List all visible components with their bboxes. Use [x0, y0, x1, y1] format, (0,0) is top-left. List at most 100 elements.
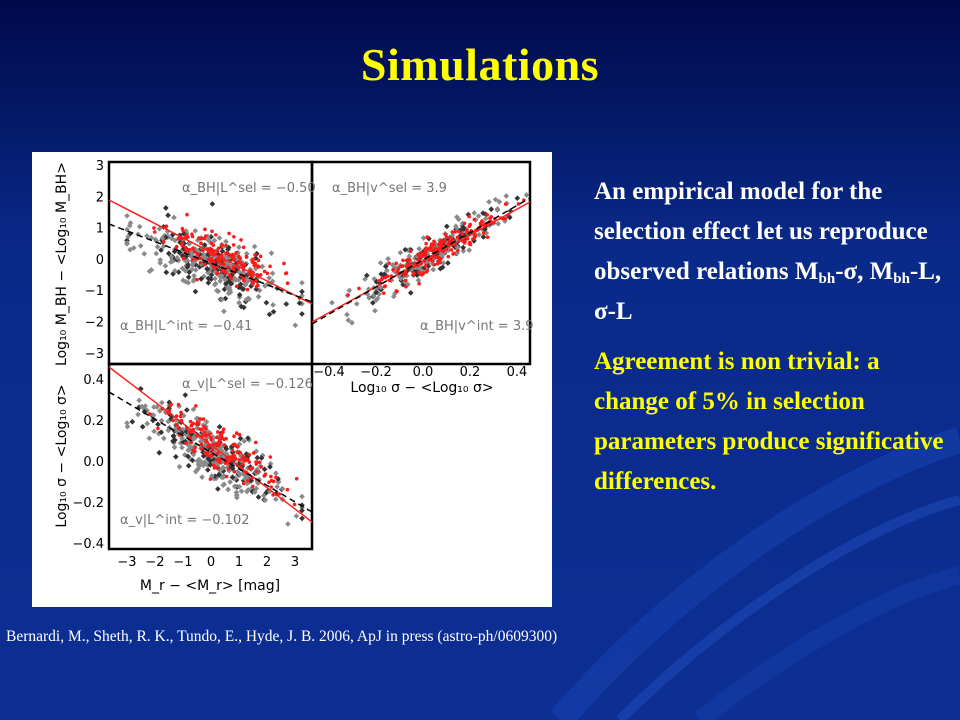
intrinsic-point — [236, 299, 242, 306]
selected-point — [257, 265, 261, 269]
selected-point — [253, 440, 258, 445]
intrinsic-point — [189, 457, 196, 464]
selected-point — [438, 256, 443, 261]
selected-point — [346, 293, 350, 297]
selected-point — [220, 243, 224, 247]
selected-point — [206, 444, 210, 449]
intrinsic-point — [402, 246, 409, 253]
selected-point — [221, 430, 225, 434]
selected-point — [232, 434, 236, 439]
intrinsic-point — [283, 301, 290, 307]
intrinsic-point — [139, 403, 145, 410]
selected-point — [232, 265, 236, 269]
selected-point — [257, 460, 262, 465]
selected-point — [198, 427, 202, 431]
intrinsic-point — [270, 308, 277, 315]
selected-point — [432, 263, 437, 267]
selected-point — [198, 417, 202, 421]
intrinsic-point — [377, 260, 384, 266]
selected-point — [395, 289, 399, 294]
selected-point — [217, 258, 222, 263]
intrinsic-point — [192, 228, 199, 234]
intrinsic-point — [275, 479, 282, 486]
selected-point — [254, 469, 259, 474]
selected-point — [230, 455, 235, 460]
selected-point — [405, 258, 410, 262]
intrinsic-point — [220, 464, 226, 471]
selected-point — [381, 291, 386, 295]
intrinsic-point — [236, 292, 243, 298]
intrinsic-point — [215, 288, 222, 295]
selected-point — [430, 259, 434, 263]
intrinsic-point — [299, 493, 305, 500]
selected-point — [238, 256, 242, 260]
selected-point — [481, 231, 486, 235]
intrinsic-point — [165, 212, 171, 219]
intrinsic-point — [243, 296, 250, 303]
para1-intro: An empirical model for the selection eff… — [594, 178, 928, 285]
intrinsic-point — [236, 244, 242, 251]
intrinsic-point — [270, 302, 276, 308]
intrinsic-point — [158, 417, 165, 424]
selected-point — [221, 427, 226, 431]
selected-point — [258, 273, 263, 277]
intrinsic-point — [208, 272, 215, 278]
intrinsic-point — [163, 205, 169, 211]
selected-point — [223, 461, 228, 466]
selected-point — [231, 243, 236, 247]
selected-point — [199, 236, 204, 241]
intrinsic-point — [183, 407, 190, 413]
tick-mag-x: 1 — [235, 555, 243, 570]
intrinsic-point — [212, 275, 218, 282]
intrinsic-point — [274, 483, 280, 490]
selected-point — [402, 273, 407, 278]
selected-point — [222, 262, 226, 267]
intrinsic-point — [523, 192, 530, 198]
intrinsic-point — [260, 492, 267, 499]
intrinsic-point — [209, 201, 216, 207]
selected-point — [250, 260, 255, 264]
panel1-intrinsic-fit — [108, 223, 313, 303]
intrinsic-point — [299, 507, 305, 514]
selected-point — [176, 426, 181, 431]
tick-mag-x: 3 — [291, 555, 299, 570]
intrinsic-point — [198, 276, 205, 282]
selected-point — [212, 463, 216, 468]
selected-point — [232, 234, 236, 239]
selected-point — [198, 256, 203, 261]
selected-point — [516, 202, 521, 206]
intrinsic-point — [243, 250, 250, 257]
selected-point — [195, 277, 199, 282]
intrinsic-point — [185, 453, 191, 460]
intrinsic-point — [299, 515, 305, 522]
selected-point — [169, 402, 173, 407]
selected-point — [237, 432, 242, 437]
selected-point — [184, 441, 188, 446]
selected-point — [234, 250, 238, 255]
selected-point — [455, 235, 460, 240]
intrinsic-point — [460, 248, 467, 254]
intrinsic-point — [255, 293, 262, 300]
intrinsic-point — [223, 446, 230, 452]
selected-point — [196, 252, 200, 256]
selected-point — [467, 214, 471, 219]
selected-point — [174, 414, 179, 418]
intrinsic-point — [137, 243, 144, 249]
y-axis-title-sigma: Log₁₀ σ − <Log₁₀ σ> — [54, 384, 70, 527]
selected-point — [230, 448, 235, 453]
panel2-intrinsic-fit — [311, 197, 531, 325]
selected-point — [419, 272, 424, 277]
intrinsic-point — [299, 288, 305, 295]
intrinsic-point — [196, 456, 202, 463]
intrinsic-point — [225, 285, 231, 292]
selected-point — [199, 446, 204, 451]
selected-point — [232, 469, 237, 474]
panel3-sel-label: α_v|L^sel = −0.126 — [182, 377, 313, 392]
intrinsic-point — [503, 193, 510, 199]
selected-point — [190, 234, 195, 239]
intrinsic-point — [244, 488, 250, 495]
tick-mag-x: −3 — [117, 555, 136, 570]
intrinsic-point — [205, 467, 211, 473]
selected-point — [239, 238, 243, 242]
panel2-int-label: α_BH|v^int = 3.9 — [420, 319, 534, 334]
